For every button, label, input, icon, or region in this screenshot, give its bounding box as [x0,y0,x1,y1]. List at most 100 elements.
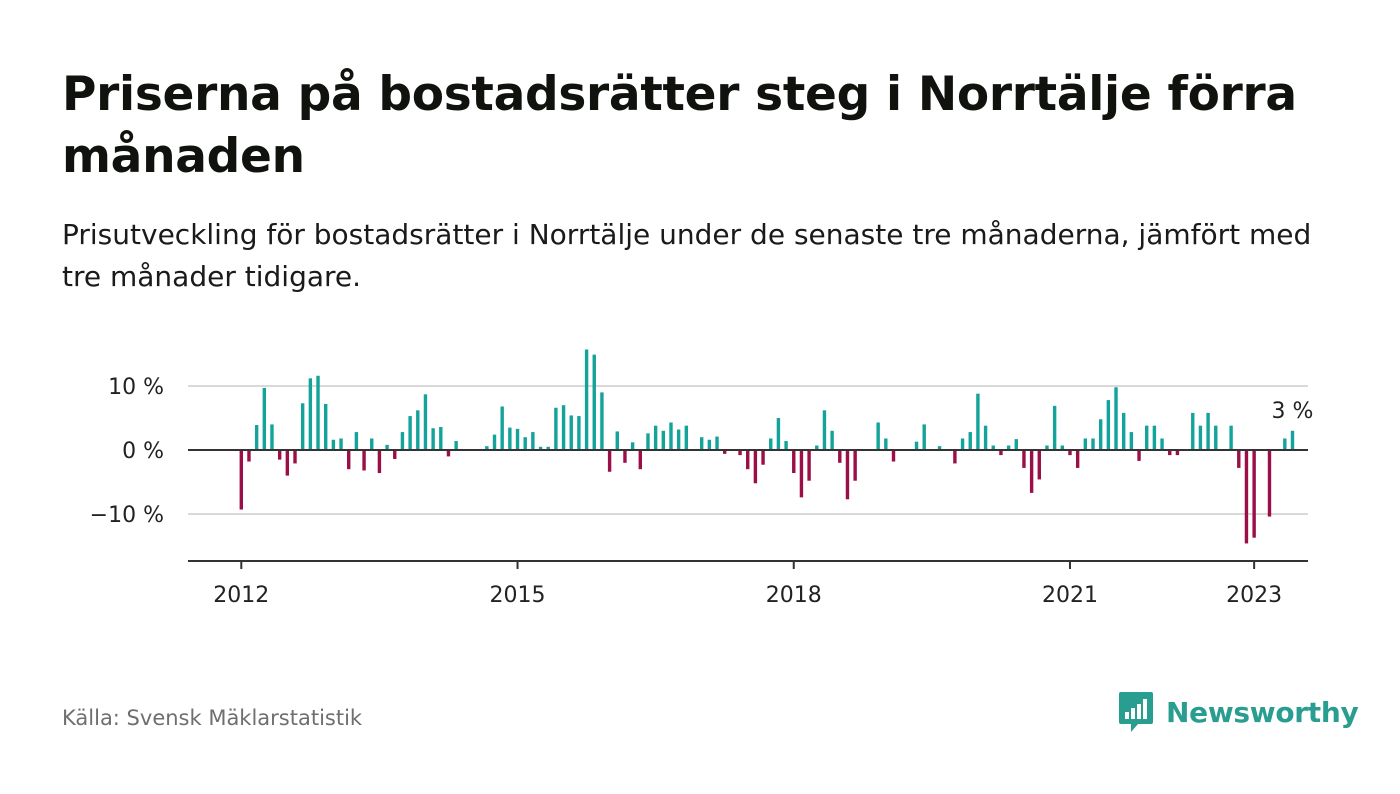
bar [976,393,980,450]
bar [1168,450,1172,456]
bar [822,410,827,450]
bar [1029,450,1034,493]
bar [1075,450,1080,468]
bar [1244,450,1249,544]
bar [416,410,420,450]
bar [254,425,259,450]
bar [991,445,995,450]
price-change-bar-chart: 10 % 0 % −10 % 2012 2015 2018 2021 2023 3 % [90,349,1314,608]
bar [1283,438,1287,450]
bar [316,375,320,450]
bar [431,428,435,450]
bar [891,450,896,462]
bar [937,446,942,450]
bar [746,450,750,470]
bar [1098,419,1103,450]
bar [876,422,880,450]
bar [699,437,704,450]
bar [638,450,642,470]
bar [1083,438,1088,450]
bar [270,424,274,450]
bar [324,403,328,450]
grid-layer [188,385,1308,515]
bar [884,438,888,450]
bar [1045,445,1049,450]
bar [554,407,558,450]
bar [983,425,988,450]
bar [1175,450,1180,456]
bars-layer [239,349,1295,544]
bar [968,432,972,450]
bar [669,422,673,450]
bar [830,430,834,450]
bar [960,438,965,450]
bar [1022,450,1026,468]
bar [845,450,850,500]
bar [285,450,290,476]
bar [354,432,359,450]
bar [707,439,712,450]
bar [676,429,681,450]
bar [393,450,397,459]
x-tick-label: 2021 [1042,583,1098,608]
bar [1237,450,1241,468]
bar [761,450,765,465]
bar [561,405,566,450]
bar [408,416,412,450]
bar [339,438,343,450]
bar [584,349,589,450]
bar-chart-speech-bubble-icon [1119,692,1153,732]
bar [400,432,405,450]
y-tick-label: 10 % [108,375,164,400]
y-tick-label: 0 % [122,439,164,464]
label-layer: 10 % 0 % −10 % 2012 2015 2018 2021 2023 3 % [90,375,1314,608]
bar [446,450,451,457]
bar [1191,412,1195,450]
bar [300,403,305,450]
bar [723,450,727,454]
bar [1006,445,1011,450]
bar [1114,387,1118,450]
bar [715,436,719,450]
bar [423,394,428,450]
chart-title: Priserna på bostadsrätter steg i Norrtäl… [62,67,1297,184]
bar [523,437,527,450]
bar [1091,438,1095,450]
x-tick-label: 2018 [766,583,822,608]
bar [799,450,804,498]
bar [569,415,573,450]
bar [1129,432,1134,450]
source-note: Källa: Svensk Mäklarstatistik [62,706,363,730]
bar [838,450,842,463]
bar [439,426,443,450]
bar [277,450,282,460]
bar [1206,412,1210,450]
bar [1160,438,1164,450]
bar [807,450,811,481]
bar [1229,425,1233,450]
bar [293,450,297,464]
bar [607,450,612,472]
bar [500,406,504,450]
bar [1014,439,1018,450]
bar [239,450,243,510]
bar [347,450,351,470]
bar [592,354,596,450]
bar [792,450,796,474]
bar [546,446,550,450]
bar [646,433,650,450]
last-value-annotation: 3 % [1272,399,1314,424]
bar [1060,445,1065,450]
newsworthy-logo-link[interactable]: Newsworthy [1118,690,1359,734]
x-tick-label: 2012 [213,583,269,608]
brand-name: Newsworthy [1166,695,1359,729]
bar [914,441,919,450]
bar [262,387,267,450]
bar [1137,450,1141,461]
bar [753,450,758,484]
bar [377,450,382,474]
bar [1214,425,1218,450]
bar [1121,412,1126,450]
bar [738,450,742,456]
bar [999,450,1003,456]
